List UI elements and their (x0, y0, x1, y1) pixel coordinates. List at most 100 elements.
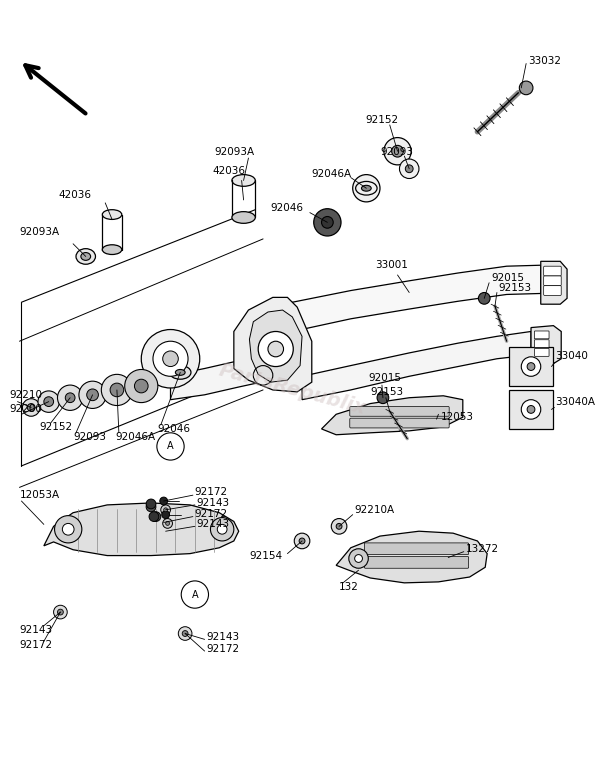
Circle shape (53, 605, 67, 619)
Ellipse shape (103, 245, 122, 254)
Text: 33040A: 33040A (556, 397, 595, 407)
Polygon shape (253, 265, 541, 341)
Circle shape (521, 356, 541, 377)
Circle shape (151, 512, 161, 522)
Circle shape (268, 341, 284, 356)
Circle shape (58, 609, 64, 615)
Polygon shape (336, 531, 487, 583)
Polygon shape (322, 396, 463, 435)
Circle shape (527, 363, 535, 370)
Text: 92154: 92154 (250, 550, 283, 560)
Text: 92046: 92046 (158, 424, 191, 434)
Text: A: A (167, 442, 174, 452)
Polygon shape (44, 503, 239, 556)
Text: 12053: 12053 (440, 412, 473, 422)
Text: 92046A: 92046A (312, 169, 352, 178)
Text: 13272: 13272 (466, 544, 499, 554)
Circle shape (65, 393, 75, 402)
Circle shape (149, 512, 159, 522)
Circle shape (400, 159, 419, 178)
Circle shape (521, 400, 541, 419)
Circle shape (141, 329, 200, 388)
Circle shape (178, 627, 192, 640)
Text: 12053A: 12053A (19, 490, 59, 500)
Text: 92093: 92093 (73, 432, 106, 442)
Circle shape (146, 502, 156, 512)
Ellipse shape (76, 249, 95, 264)
Text: 42036: 42036 (58, 190, 91, 200)
Text: 92210: 92210 (10, 390, 43, 400)
FancyBboxPatch shape (350, 407, 449, 416)
FancyBboxPatch shape (544, 286, 561, 295)
Circle shape (406, 165, 413, 173)
FancyBboxPatch shape (535, 331, 549, 339)
Polygon shape (170, 356, 302, 400)
Circle shape (478, 292, 490, 305)
Circle shape (162, 511, 170, 518)
Text: 92143: 92143 (197, 519, 230, 529)
Ellipse shape (232, 212, 255, 223)
Text: 92046: 92046 (271, 203, 304, 212)
Text: 92172: 92172 (195, 487, 228, 498)
Text: 92015: 92015 (491, 273, 524, 283)
Circle shape (163, 351, 178, 367)
Polygon shape (250, 310, 302, 382)
Text: 92152: 92152 (365, 115, 398, 125)
FancyBboxPatch shape (544, 276, 561, 286)
Circle shape (258, 332, 293, 367)
Circle shape (377, 392, 389, 404)
Circle shape (125, 370, 158, 402)
Ellipse shape (356, 181, 377, 195)
FancyBboxPatch shape (509, 347, 553, 386)
Circle shape (160, 497, 167, 505)
Text: 92093A: 92093A (19, 227, 59, 237)
Circle shape (163, 518, 172, 529)
Text: 92046A: 92046A (115, 432, 155, 442)
Circle shape (62, 523, 74, 535)
Text: 33001: 33001 (375, 260, 408, 270)
Circle shape (355, 555, 362, 563)
Circle shape (211, 518, 234, 541)
Circle shape (44, 397, 53, 407)
Circle shape (166, 522, 170, 525)
Text: 92015: 92015 (368, 374, 401, 384)
Circle shape (161, 505, 170, 515)
Circle shape (314, 208, 341, 236)
Circle shape (58, 385, 83, 411)
Polygon shape (234, 298, 312, 392)
Ellipse shape (232, 174, 255, 186)
Text: A: A (191, 590, 198, 600)
Circle shape (331, 518, 347, 534)
Circle shape (22, 398, 40, 416)
Circle shape (322, 216, 333, 228)
Ellipse shape (175, 370, 185, 375)
Circle shape (520, 81, 533, 95)
Ellipse shape (361, 185, 371, 191)
Circle shape (110, 383, 124, 397)
Polygon shape (531, 326, 561, 363)
FancyBboxPatch shape (535, 349, 549, 356)
Circle shape (146, 499, 156, 509)
Circle shape (217, 525, 227, 534)
Circle shape (182, 631, 188, 636)
Text: 92093A: 92093A (214, 147, 254, 157)
Circle shape (87, 389, 98, 401)
Text: 92153: 92153 (499, 283, 532, 293)
FancyBboxPatch shape (535, 339, 549, 347)
Text: 92143: 92143 (19, 625, 53, 635)
Circle shape (55, 515, 82, 543)
Text: 92172: 92172 (19, 640, 53, 650)
Text: 33032: 33032 (528, 56, 561, 66)
Circle shape (134, 379, 148, 393)
Text: 92200: 92200 (10, 405, 43, 415)
Text: 92172: 92172 (195, 508, 228, 518)
Text: 92172: 92172 (206, 644, 239, 654)
Polygon shape (541, 261, 567, 305)
Text: 42036: 42036 (212, 166, 245, 176)
Circle shape (349, 549, 368, 568)
Text: 92153: 92153 (370, 387, 403, 397)
Text: PartsRepublix: PartsRepublix (217, 361, 368, 419)
Ellipse shape (170, 366, 191, 379)
Text: 132: 132 (339, 582, 359, 592)
Polygon shape (302, 332, 531, 400)
